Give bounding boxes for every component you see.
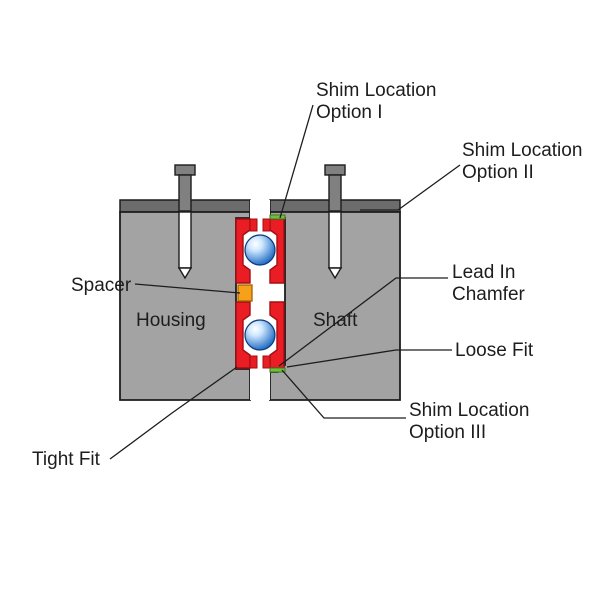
label-loose-fit: Loose Fit <box>455 340 533 362</box>
label-shaft: Shaft <box>313 310 357 332</box>
label-housing: Housing <box>136 310 206 332</box>
label-lead-in: Lead In Chamfer <box>452 262 525 306</box>
shaft-block <box>270 165 400 400</box>
label-shim2: Shim Location Option II <box>462 140 582 184</box>
bearing-ball-top <box>245 235 275 265</box>
bearing-ball-bottom <box>245 320 275 350</box>
spacer-block <box>238 285 252 301</box>
label-spacer: Spacer <box>71 275 131 297</box>
housing-block <box>120 165 250 400</box>
label-tight-fit: Tight Fit <box>32 449 100 471</box>
label-shim3: Shim Location Option III <box>409 400 529 444</box>
label-shim1: Shim Location Option I <box>316 80 436 124</box>
shim-option-1 <box>270 215 285 219</box>
